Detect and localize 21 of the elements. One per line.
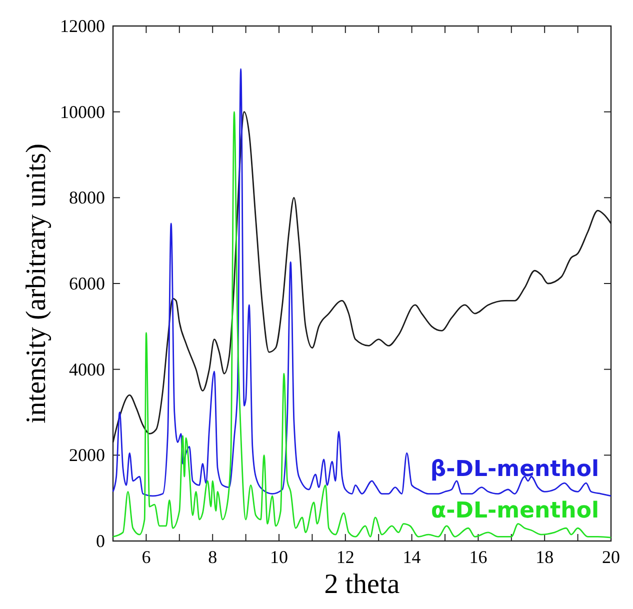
x-tick-label: 12 xyxy=(336,547,354,567)
x-tick-label: 8 xyxy=(208,547,218,567)
y-tick-label: 8000 xyxy=(69,188,105,208)
y-tick-label: 2000 xyxy=(69,445,105,466)
line-series xyxy=(112,68,612,497)
x-tick-label: 18 xyxy=(536,547,554,567)
series-label: β-DL-menthol xyxy=(430,456,599,482)
x-tick-label: 20 xyxy=(602,547,620,567)
y-tick-label: 0 xyxy=(96,531,105,551)
y-tick-label: 6000 xyxy=(69,274,105,294)
x-tick-label: 16 xyxy=(469,547,488,567)
x-tick-label: 14 xyxy=(402,547,421,567)
y-tick-label: 4000 xyxy=(69,359,105,380)
y-axis-title: intensity (arbitrary units) xyxy=(21,144,52,424)
line-series xyxy=(112,111,612,538)
x-tick-label: 6 xyxy=(142,547,151,567)
x-tick-label: 10 xyxy=(270,547,288,567)
y-tick-label: 12000 xyxy=(60,16,105,36)
x-axis-title: 2 theta xyxy=(324,569,400,600)
y-tick-label: 10000 xyxy=(60,102,105,122)
series-label: α-DL-menthol xyxy=(431,498,599,524)
